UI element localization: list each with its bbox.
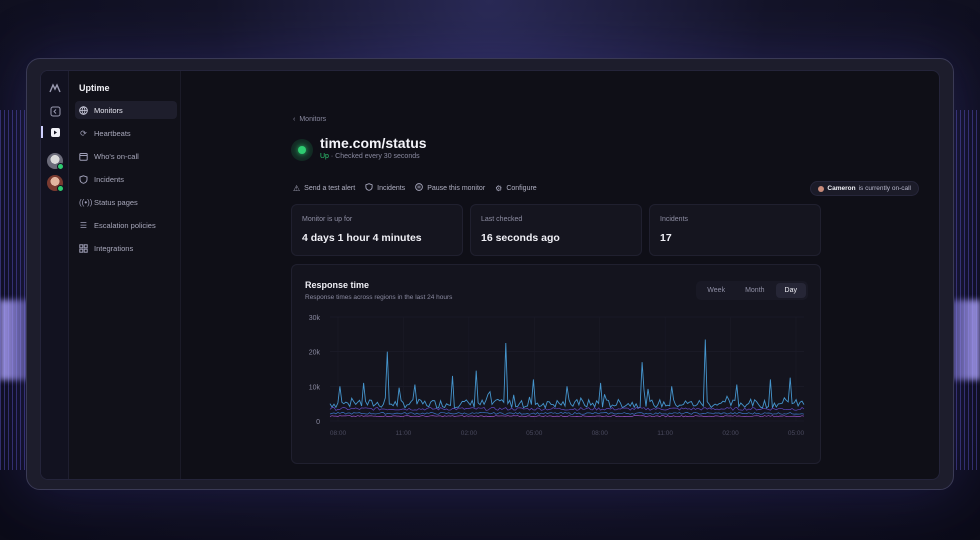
uptime-product-icon[interactable] xyxy=(48,125,62,139)
warning-icon: ⚠ xyxy=(293,183,301,193)
range-selector: Week Month Day xyxy=(696,281,808,300)
chart-subtitle: Response times across regions in the las… xyxy=(305,294,453,301)
user-avatar-1[interactable] xyxy=(47,153,64,170)
oncall-badge[interactable]: Cameron is currently on-call xyxy=(810,181,919,196)
action-label: Configure xyxy=(506,184,537,192)
card-value: 16 seconds ago xyxy=(481,232,560,244)
icon-rail xyxy=(41,71,69,479)
refresh-icon: ⟳ xyxy=(80,128,87,138)
breadcrumb-monitors[interactable]: Monitors xyxy=(299,116,327,123)
series-line xyxy=(329,406,805,411)
series-line xyxy=(329,339,805,410)
app-window: Uptime Monitors ⟳ Heartbeats Who's on-ca… xyxy=(40,70,940,480)
sidebar: Uptime Monitors ⟳ Heartbeats Who's on-ca… xyxy=(69,71,181,479)
sidebar-item-label: Monitors xyxy=(94,105,123,115)
sidebar-item-label: Escalation policies xyxy=(94,220,156,230)
status-indicator xyxy=(291,139,313,161)
sidebar-item-label: Incidents xyxy=(94,174,125,184)
main-content: ‹ Monitors time.com/status Up · Checked … xyxy=(181,71,939,479)
last-checked-card: Last checked 16 seconds ago xyxy=(470,204,642,256)
sidebar-item-whos-on-call[interactable]: Who's on-call xyxy=(75,147,177,165)
chevron-left-icon: ‹ xyxy=(293,116,296,123)
oncall-name: Cameron xyxy=(827,185,856,192)
oncall-suffix: is currently on-call xyxy=(858,185,911,192)
y-tick-label: 20k xyxy=(309,350,321,357)
response-time-card: Response time Response times across regi… xyxy=(291,264,821,464)
sidebar-item-label: Status pages xyxy=(94,197,138,207)
sidebar-item-status-pages[interactable]: ((•)) Status pages xyxy=(75,193,177,211)
check-interval-text: · Checked every 30 seconds xyxy=(328,153,420,160)
action-label: Pause this monitor xyxy=(427,184,486,192)
sidebar-item-integrations[interactable]: Integrations xyxy=(75,239,177,257)
pause-monitor-button[interactable]: Pause this monitor xyxy=(415,183,485,193)
app-brand: Uptime xyxy=(79,83,110,93)
uptime-card: Monitor is up for 4 days 1 hour 4 minute… xyxy=(291,204,463,256)
range-week-button[interactable]: Week xyxy=(707,287,726,294)
list-icon: ☰ xyxy=(79,220,88,230)
card-label: Monitor is up for xyxy=(302,216,353,223)
sidebar-item-monitors[interactable]: Monitors xyxy=(75,101,177,119)
card-label: Incidents xyxy=(660,216,689,223)
y-tick-label: 0 xyxy=(316,419,320,426)
chart-title: Response time xyxy=(305,280,370,290)
globe-icon xyxy=(79,105,88,115)
response-time-chart[interactable]: 30k 20k 10k 0 08:00 11:00 02:00 05:00 08:00 11:00… xyxy=(292,305,822,455)
sidebar-item-escalation-policies[interactable]: ☰ Escalation policies xyxy=(75,216,177,234)
status-dot xyxy=(298,146,306,154)
broadcast-icon: ((•)) xyxy=(79,197,93,207)
sidebar-item-label: Integrations xyxy=(94,243,134,253)
rail-active-indicator xyxy=(41,126,43,138)
grid-icon xyxy=(79,243,88,253)
x-tick-label: 08:00 xyxy=(330,430,347,437)
card-value: 4 days 1 hour 4 minutes xyxy=(302,232,422,244)
shield-icon xyxy=(79,174,88,184)
x-tick-label: 11:00 xyxy=(657,430,673,437)
x-tick-label: 05:00 xyxy=(788,430,805,437)
card-label: Last checked xyxy=(481,216,523,223)
incidents-card: Incidents 17 xyxy=(649,204,821,256)
page-title: time.com/status xyxy=(320,135,427,151)
x-tick-label: 08:00 xyxy=(592,430,609,437)
sidebar-item-incidents[interactable]: Incidents xyxy=(75,170,177,188)
send-test-alert-button[interactable]: ⚠ Send a test alert xyxy=(293,183,355,193)
y-tick-label: 30k xyxy=(309,315,321,322)
monitor-subtitle: Up · Checked every 30 seconds xyxy=(320,153,420,160)
breadcrumb[interactable]: ‹ Monitors xyxy=(293,116,326,123)
series-line xyxy=(329,415,805,418)
action-label: Send a test alert xyxy=(304,184,356,192)
y-tick-label: 10k xyxy=(309,384,321,391)
status-text: Up xyxy=(320,153,329,160)
range-day-button[interactable]: Day xyxy=(775,283,806,298)
x-tick-label: 05:00 xyxy=(526,430,543,437)
action-label: Incidents xyxy=(377,184,406,192)
shield-icon xyxy=(365,183,373,193)
pause-icon xyxy=(415,183,424,193)
logo-icon xyxy=(48,81,62,95)
user-avatar-2[interactable] xyxy=(47,175,64,192)
range-month-button[interactable]: Month xyxy=(745,287,765,294)
calendar-icon xyxy=(79,152,88,161)
gear-icon: ⚙ xyxy=(495,183,503,193)
sidebar-item-label: Who's on-call xyxy=(94,151,139,161)
incidents-button[interactable]: Incidents xyxy=(365,183,405,193)
x-tick-label: 02:00 xyxy=(722,430,739,437)
configure-button[interactable]: ⚙ Configure xyxy=(495,183,537,193)
oncall-avatar xyxy=(818,185,825,192)
collapse-sidebar-icon[interactable] xyxy=(48,104,62,118)
series-line xyxy=(329,411,805,415)
sidebar-item-heartbeats[interactable]: ⟳ Heartbeats xyxy=(75,124,177,142)
x-tick-label: 11:00 xyxy=(396,430,412,437)
sidebar-item-label: Heartbeats xyxy=(94,128,131,138)
action-bar: ⚠ Send a test alert Incidents Pause this… xyxy=(293,183,537,193)
x-tick-label: 02:00 xyxy=(461,430,478,437)
card-value: 17 xyxy=(660,232,672,244)
